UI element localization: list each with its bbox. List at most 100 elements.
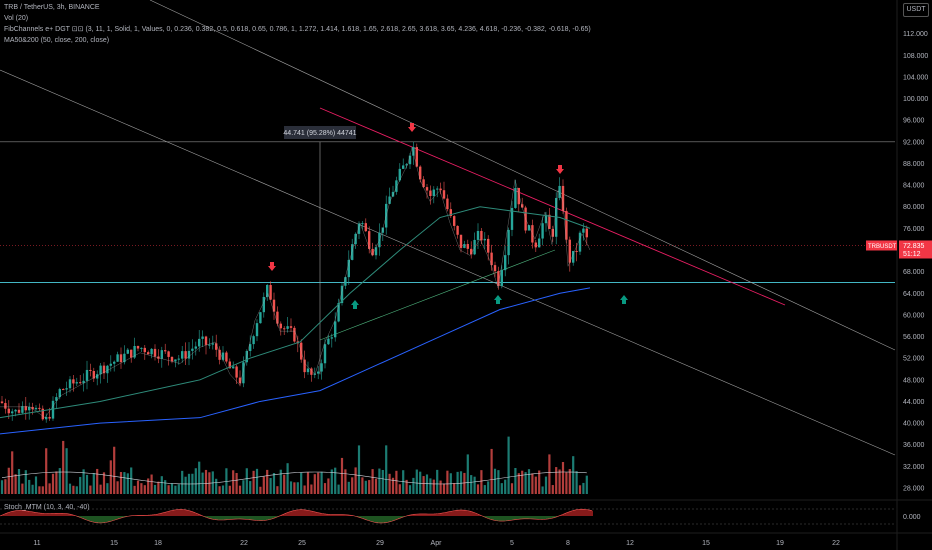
volume-bar: [544, 476, 548, 494]
candle-body: [548, 214, 551, 229]
candle-body: [89, 369, 92, 371]
volume-bar: [527, 469, 531, 494]
candle-body: [334, 321, 337, 338]
candle-body: [272, 299, 276, 312]
time-axis-label: 19: [776, 540, 784, 547]
candle-body: [504, 255, 507, 271]
price-axis-label: 84.000: [903, 183, 925, 190]
volume-bar: [425, 474, 429, 494]
volume-bar: [11, 451, 14, 494]
candle-body: [575, 250, 578, 252]
volume-bar: [17, 468, 21, 494]
candle-body: [28, 406, 31, 411]
volume-indicator-label[interactable]: Vol (20): [4, 15, 29, 22]
candle-body: [381, 227, 384, 233]
candle-body: [538, 238, 541, 248]
candle-body: [391, 191, 395, 197]
volume-bar: [269, 478, 272, 494]
candle-body: [466, 244, 469, 249]
time-axis-label: 29: [376, 540, 384, 547]
price-tag-background: [899, 240, 932, 259]
candle-body: [221, 352, 225, 360]
volume-bar: [184, 476, 187, 494]
candle-body: [364, 223, 367, 232]
volume-bar: [300, 472, 303, 494]
candle-body: [283, 328, 286, 330]
volume-bar: [31, 484, 34, 494]
currency-badge[interactable]: USDT: [903, 3, 929, 17]
volume-bar: [354, 467, 357, 494]
candle-body: [75, 382, 78, 384]
volume-bars-group: [0, 436, 588, 494]
volume-bar: [385, 445, 388, 494]
candle-body: [470, 248, 473, 255]
volume-bar: [181, 470, 184, 494]
candle-body: [119, 354, 123, 363]
candle-body: [184, 351, 187, 359]
candle-body: [500, 270, 503, 286]
candle-body: [140, 347, 143, 349]
volume-bar: [347, 481, 350, 494]
volume-bar: [82, 469, 85, 494]
candle-body: [279, 323, 282, 329]
volume-bar: [51, 473, 55, 494]
candle-body: [58, 389, 61, 398]
volume-bar: [391, 477, 395, 494]
candle-body: [99, 365, 102, 375]
volume-bar: [378, 468, 381, 494]
bar-countdown-label: 51:12: [903, 251, 921, 258]
volume-bar: [402, 470, 405, 494]
volume-bar: [555, 467, 558, 494]
volume-bar: [364, 480, 367, 494]
zigzag-line: [0, 147, 591, 419]
candle-body: [456, 225, 459, 235]
candle-body: [340, 285, 344, 304]
volume-bar: [500, 483, 503, 494]
volume-bar: [453, 482, 456, 494]
time-axis-label: 22: [832, 540, 840, 547]
candle-body: [551, 228, 554, 237]
volume-bar: [429, 478, 432, 494]
time-axis-label: 25: [298, 540, 306, 547]
time-axis-label: 12: [626, 540, 634, 547]
volume-bar: [466, 454, 469, 494]
volume-bar: [272, 473, 276, 494]
volume-bar: [323, 483, 327, 494]
candle-body: [419, 166, 422, 180]
candle-body: [578, 232, 582, 252]
candle-body: [521, 204, 524, 208]
volume-bar: [565, 472, 568, 494]
volume-bar: [106, 483, 109, 494]
volume-bar: [14, 474, 17, 494]
volume-bar: [266, 469, 269, 494]
candle-body: [133, 345, 136, 358]
candle-body: [228, 361, 231, 369]
candle-body: [225, 352, 228, 362]
volume-bar: [249, 481, 252, 494]
volume-bar: [194, 468, 197, 494]
volume-bar: [157, 481, 160, 494]
candle-body: [167, 351, 170, 357]
candle-body: [65, 388, 68, 390]
symbol-tag-background: [866, 240, 897, 251]
volume-bar: [344, 469, 347, 494]
price-axis-label: 88.000: [903, 161, 925, 168]
volume-bar: [279, 469, 282, 494]
candle-body: [490, 252, 493, 266]
moving-average-indicator-label[interactable]: MA50&200 (50, close, 200, close): [4, 37, 110, 44]
candle-body: [34, 407, 38, 410]
volume-bar: [337, 484, 340, 494]
volume-bar: [470, 475, 473, 494]
fib-channels-indicator-label[interactable]: FibChannels e+ DGT ⊡⊡ (3, 11, 1, Solid, …: [4, 26, 591, 33]
candle-body: [317, 371, 320, 374]
volume-bar: [34, 476, 38, 494]
time-axis-label: 15: [110, 540, 118, 547]
volume-bar: [48, 483, 51, 494]
candle-body: [459, 234, 463, 248]
candle-body: [242, 362, 245, 384]
volume-bar: [174, 485, 177, 494]
volume-bar: [578, 485, 582, 494]
volume-bar: [262, 476, 265, 494]
candle-body: [41, 408, 44, 420]
